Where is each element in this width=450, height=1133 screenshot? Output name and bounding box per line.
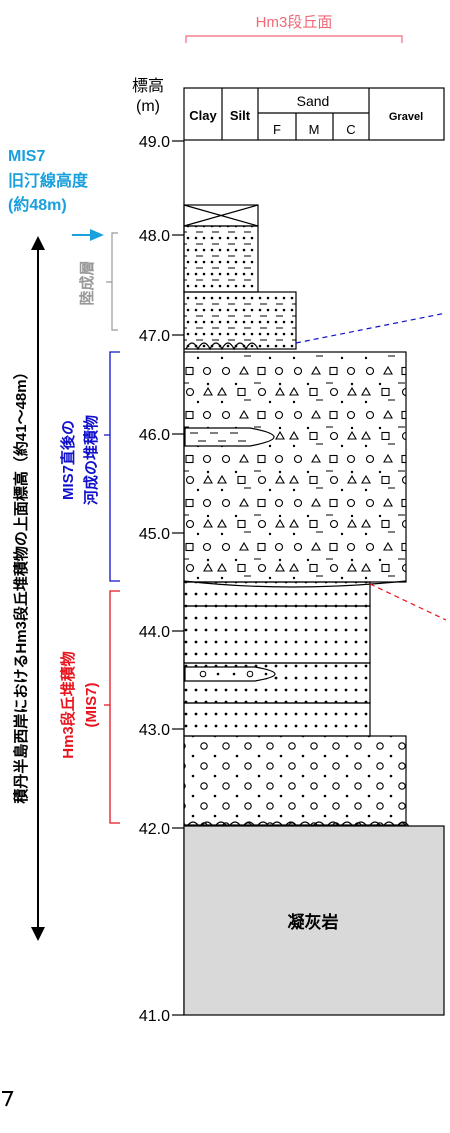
elevation-label: 標高: [132, 77, 164, 95]
header-sand-c: C: [346, 122, 355, 137]
elevation-range-arrow: [31, 236, 45, 941]
elevation-tick-labels: 49.0 48.0 47.0 46.0 45.0 44.0 43.0 42.0 …: [139, 134, 170, 1025]
tick-label-42: 42.0: [139, 821, 170, 838]
header-gravel: Gravel: [389, 111, 423, 123]
header-sand-f: F: [273, 122, 281, 137]
tick-label-44: 44.0: [139, 624, 170, 641]
header-silt: Silt: [230, 108, 251, 123]
tick-label-47: 47.0: [139, 328, 170, 345]
sand-layer-2: [183, 605, 371, 664]
pebble-lens-marks: [199, 670, 268, 678]
missing-interval: [183, 204, 259, 227]
fluvial-label-1: MIS7直後の: [59, 420, 77, 500]
mis7-arrow: [72, 229, 104, 241]
silt-layer-upper: [183, 225, 259, 293]
terrestrial-bracket: [106, 232, 118, 331]
mis7-shoreline-label: 旧汀線高度: [8, 171, 89, 190]
terrestrial-label: 陸成層: [78, 260, 96, 305]
hm3-label-2: (MIS7): [83, 682, 100, 727]
grain-size-header: [183, 87, 445, 141]
fluvial-bracket: [104, 351, 120, 582]
sand-layer-4: [183, 702, 371, 737]
top-bracket: [185, 35, 403, 43]
silt-layer-lower: [183, 291, 297, 350]
tick-label-43: 43.0: [139, 722, 170, 739]
tick-label-41: 41.0: [139, 1008, 170, 1025]
silt-lens: [184, 427, 275, 447]
erosion-surface-upper: [185, 342, 259, 351]
fluvial-gravel-unit: [183, 351, 407, 583]
pebbly-sand-layer: [183, 735, 407, 826]
tick-label-46: 46.0: [139, 427, 170, 444]
blue-correlation-line: [295, 312, 447, 344]
bedrock-label: 凝灰岩: [288, 912, 339, 932]
hm3-bracket: [104, 590, 120, 824]
pebble-lens: [184, 666, 276, 682]
mis7-label: MIS7: [8, 148, 45, 165]
elevation-unit: (m): [136, 98, 160, 115]
vertical-elevation-note: 積丹半島西岸におけるHm3段丘堆積物の上面標高（約41～48m）: [12, 364, 30, 804]
tick-label-49: 49.0: [139, 134, 170, 151]
fluvial-label-2: 河成の堆積物: [82, 415, 100, 505]
hm3-label-1: Hm3段丘堆積物: [59, 651, 77, 759]
corner-mark: [2, 1091, 14, 1107]
bedrock-tuff: [183, 825, 445, 1016]
top-label: Hm3段丘面: [256, 14, 333, 31]
tick-label-45: 45.0: [139, 526, 170, 543]
elevation-ticks: [172, 140, 184, 1016]
header-sand: Sand: [297, 93, 330, 109]
header-sand-m: M: [309, 122, 320, 137]
silt-lens-hatch: [190, 432, 246, 442]
sand-layer-1: [183, 581, 371, 607]
mis7-height-label: (約48m): [8, 195, 67, 214]
header-clay: Clay: [189, 108, 217, 123]
tick-label-48: 48.0: [139, 228, 170, 245]
red-correlation-line: [369, 583, 447, 621]
